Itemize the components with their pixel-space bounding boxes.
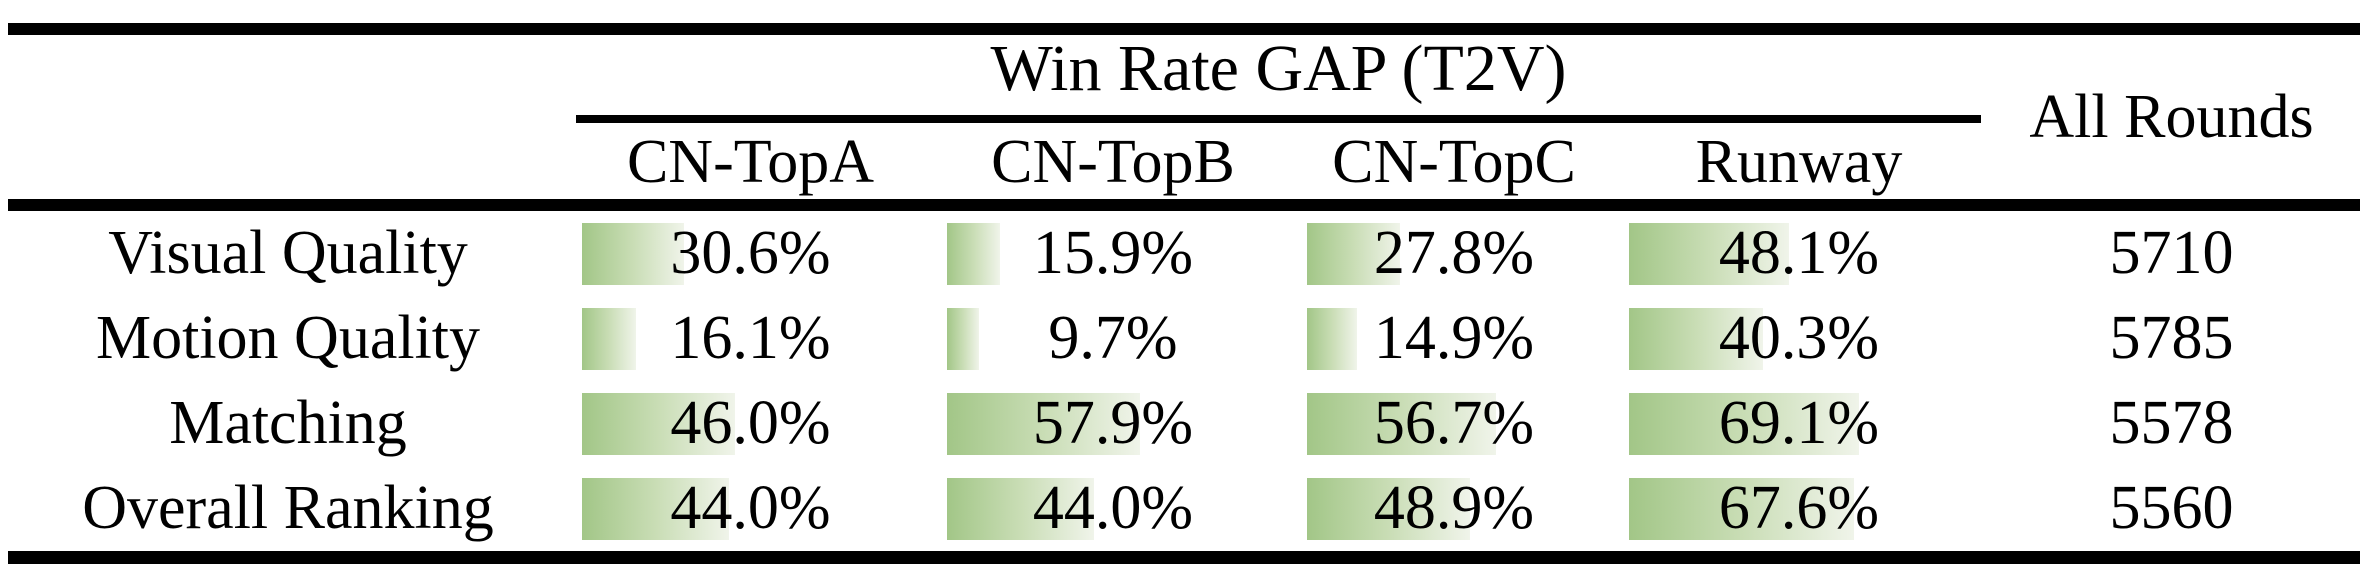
row-label-visual-quality: Visual Quality (108, 219, 468, 287)
win-rate-value: 57.9% (1032, 389, 1194, 457)
table-body: Visual Quality 30.6% 15.9% 27.8% 48.1% 5… (8, 211, 2360, 551)
row-label-overall-ranking: Overall Ranking (82, 474, 494, 542)
all-rounds-value: 5785 (2109, 304, 2234, 372)
column-header-runway: Runway (1695, 127, 1903, 196)
bottom-rule (8, 551, 2360, 564)
win-rate-bar (1629, 307, 1764, 370)
win-rate-value: 44.0% (670, 474, 831, 542)
win-rate-value: 14.9% (1373, 304, 1535, 372)
column-header-cn-topb: CN-TopB (991, 127, 1235, 196)
table-cell: 40.3% (1615, 296, 1983, 381)
win-rate-value: 44.0% (1032, 474, 1194, 542)
win-rate-bar (1629, 392, 1860, 455)
column-header-cn-topc: CN-TopC (1332, 127, 1576, 196)
win-rate-bar (1629, 477, 1855, 540)
table-cell: 48.9% (1293, 466, 1615, 551)
all-rounds-value: 5560 (2109, 474, 2234, 542)
win-rate-value: 48.9% (1373, 474, 1535, 542)
win-rate-value: 9.7% (1048, 304, 1178, 372)
win-rate-bar (947, 307, 980, 370)
win-rate-bar (1307, 477, 1470, 540)
table-cell: 56.7% (1293, 381, 1615, 466)
row-label-motion-quality: Motion Quality (95, 304, 481, 372)
table-cell: 69.1% (1615, 381, 1983, 466)
win-rate-value: 40.3% (1718, 304, 1880, 372)
table-cell: 9.7% (933, 296, 1293, 381)
table-spanner-title: Win Rate GAP (T2V) (990, 32, 1567, 105)
win-rate-bar (582, 392, 736, 455)
win-rate-bar (582, 307, 636, 370)
win-rate-bar (947, 477, 1094, 540)
win-rate-value: 69.1% (1718, 389, 1880, 457)
table-cell: 57.9% (933, 381, 1293, 466)
row-label-matching: Matching (169, 389, 407, 457)
spanner-underline-rule (576, 115, 1981, 123)
table-cell: 27.8% (1293, 211, 1615, 296)
top-rule (8, 23, 2360, 35)
table-cell: 15.9% (933, 211, 1293, 296)
row-label-column-header-empty (8, 124, 568, 200)
win-rate-bar (1307, 307, 1357, 370)
win-rate-value: 67.6% (1718, 474, 1880, 542)
table-cell: 46.0% (568, 381, 933, 466)
table-cell: 67.6% (1615, 466, 1983, 551)
win-rate-value: 46.0% (670, 389, 831, 457)
column-header-row: CN-TopA CN-TopB CN-TopC Runway (8, 124, 2360, 200)
table-cell: 48.1% (1615, 211, 1983, 296)
win-rate-bar (1307, 392, 1496, 455)
all-rounds-value: 5710 (2109, 219, 2234, 287)
win-rate-value: 27.8% (1373, 219, 1535, 287)
column-header-cn-topa: CN-TopA (626, 127, 875, 196)
win-rate-value: 16.1% (670, 304, 831, 372)
table-cell: 44.0% (568, 466, 933, 551)
win-rate-value: 48.1% (1718, 219, 1880, 287)
win-rate-bar (947, 392, 1140, 455)
win-rate-bar (1629, 222, 1790, 285)
all-rounds-value: 5578 (2109, 389, 2234, 457)
table-cell: 44.0% (933, 466, 1293, 551)
header-body-separator-rule (8, 199, 2360, 211)
table-cell: 16.1% (568, 296, 933, 381)
table-cell: 14.9% (1293, 296, 1615, 381)
win-rate-value: 15.9% (1032, 219, 1194, 287)
win-rate-value: 30.6% (670, 219, 831, 287)
column-header-all-rounds: All Rounds (2029, 82, 2314, 151)
win-rate-value: 56.7% (1373, 389, 1535, 457)
win-rate-bar (1307, 222, 1400, 285)
win-rate-bar (582, 477, 729, 540)
win-rate-bar (947, 222, 1000, 285)
table-cell: 30.6% (568, 211, 933, 296)
win-rate-bar (582, 222, 684, 285)
